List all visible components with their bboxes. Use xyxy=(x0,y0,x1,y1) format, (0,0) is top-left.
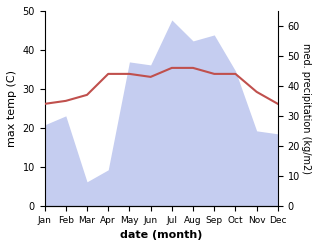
Y-axis label: med. precipitation (kg/m2): med. precipitation (kg/m2) xyxy=(301,43,311,174)
Y-axis label: max temp (C): max temp (C) xyxy=(7,70,17,147)
X-axis label: date (month): date (month) xyxy=(120,230,203,240)
